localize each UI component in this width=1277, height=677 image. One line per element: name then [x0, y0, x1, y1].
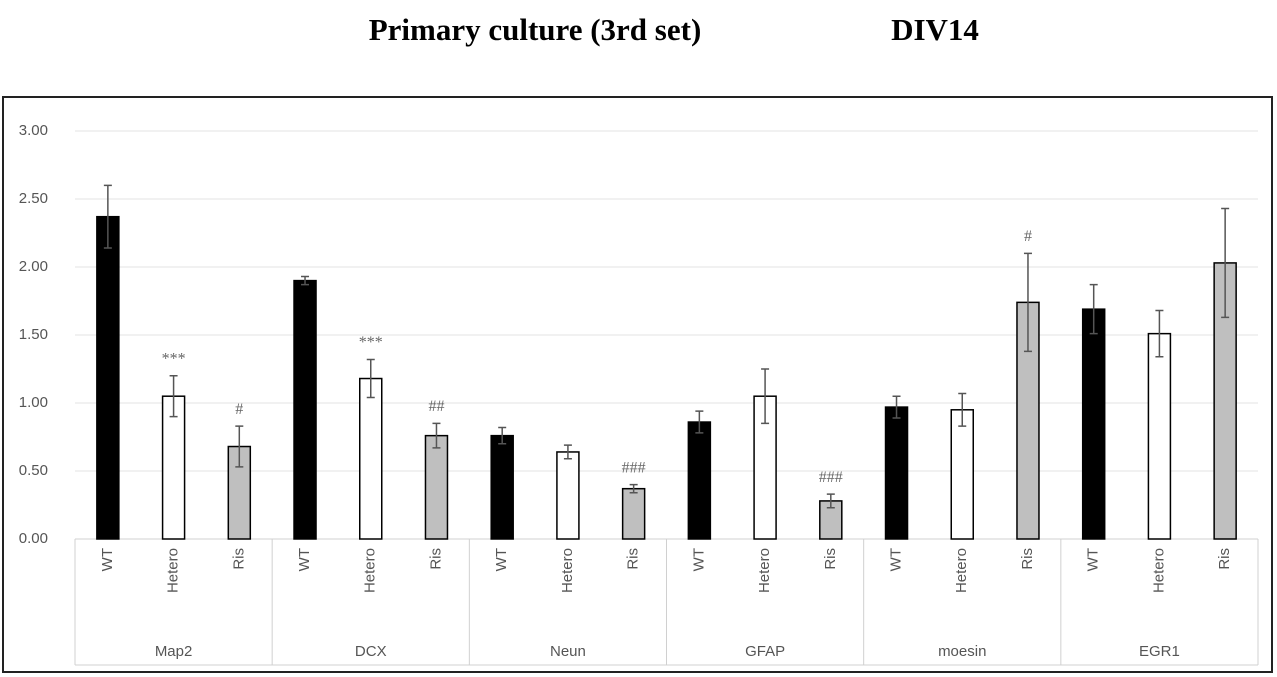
x-tick-label: Hetero: [559, 548, 576, 593]
x-tick-label: WT: [296, 548, 313, 571]
significance-label: #: [1024, 228, 1032, 245]
error-bar: [169, 375, 178, 418]
error-bar: [498, 426, 507, 445]
error-bar: [629, 483, 638, 494]
bar: [359, 377, 383, 540]
x-tick-label: Hetero: [165, 548, 182, 593]
group-label: Map2: [155, 643, 193, 660]
bar: [950, 409, 974, 540]
chart-frame: [2, 96, 1273, 673]
x-tick-label: Ris: [230, 548, 247, 570]
significance-label: ##: [428, 398, 444, 415]
group-label: GFAP: [745, 643, 785, 660]
x-tick-label: Hetero: [362, 548, 379, 593]
error-bar: [432, 422, 441, 449]
x-tick-label: Ris: [1216, 548, 1233, 570]
group-label: DCX: [355, 643, 387, 660]
x-tick-label: WT: [887, 548, 904, 571]
group-label: moesin: [938, 643, 986, 660]
bar: [490, 434, 514, 540]
error-bar: [563, 444, 572, 460]
x-tick-label: Hetero: [953, 548, 970, 593]
error-bar: [1089, 283, 1098, 335]
bar: [424, 434, 449, 540]
significance-label: ***: [359, 334, 383, 351]
group-label: EGR1: [1139, 643, 1180, 660]
x-tick-label: WT: [493, 548, 510, 571]
error-bar: [892, 395, 901, 419]
x-tick-label: WT: [690, 548, 707, 571]
error-bar: [826, 493, 835, 509]
x-tick-label: Hetero: [1150, 548, 1167, 593]
y-tick-label: 3.00: [19, 122, 48, 139]
y-tick-label: 2.50: [19, 190, 48, 207]
y-tick-label: 2.00: [19, 258, 48, 275]
bar: [161, 395, 186, 540]
x-tick-label: Ris: [822, 548, 839, 570]
bar: [556, 451, 580, 540]
bar: [884, 406, 909, 540]
x-tick-label: Ris: [427, 548, 444, 570]
y-tick-label: 0.00: [19, 530, 48, 547]
bar: [1147, 332, 1172, 540]
group-label: Neun: [550, 643, 586, 660]
bar: [1081, 308, 1106, 540]
x-tick-label: Hetero: [756, 548, 773, 593]
error-bar: [235, 425, 244, 468]
error-bar: [761, 368, 770, 425]
error-bar: [103, 184, 112, 249]
error-bar: [366, 358, 375, 399]
bar: [621, 487, 646, 540]
error-bar: [1155, 309, 1164, 358]
chart-subtitle: DIV14: [891, 12, 979, 47]
x-tick-label: WT: [99, 548, 116, 571]
y-tick-label: 0.50: [19, 462, 48, 479]
bar: [96, 215, 120, 540]
significance-label: ###: [622, 459, 646, 476]
y-tick-label: 1.00: [19, 394, 48, 411]
error-bar: [958, 392, 967, 427]
x-tick-label: WT: [1085, 548, 1102, 571]
x-tick-label: Ris: [1019, 548, 1036, 570]
significance-label: #: [235, 401, 243, 418]
bar: [293, 279, 317, 540]
x-tick-label: Ris: [625, 548, 642, 570]
y-tick-label: 1.50: [19, 326, 48, 343]
bar: [687, 421, 712, 540]
error-bar: [301, 275, 310, 286]
error-bar: [695, 410, 704, 434]
error-bar: [1221, 207, 1230, 319]
significance-label: ###: [819, 469, 843, 486]
significance-label: ***: [162, 350, 186, 367]
chart-title: Primary culture (3rd set): [369, 12, 702, 47]
error-bar: [1023, 252, 1032, 353]
